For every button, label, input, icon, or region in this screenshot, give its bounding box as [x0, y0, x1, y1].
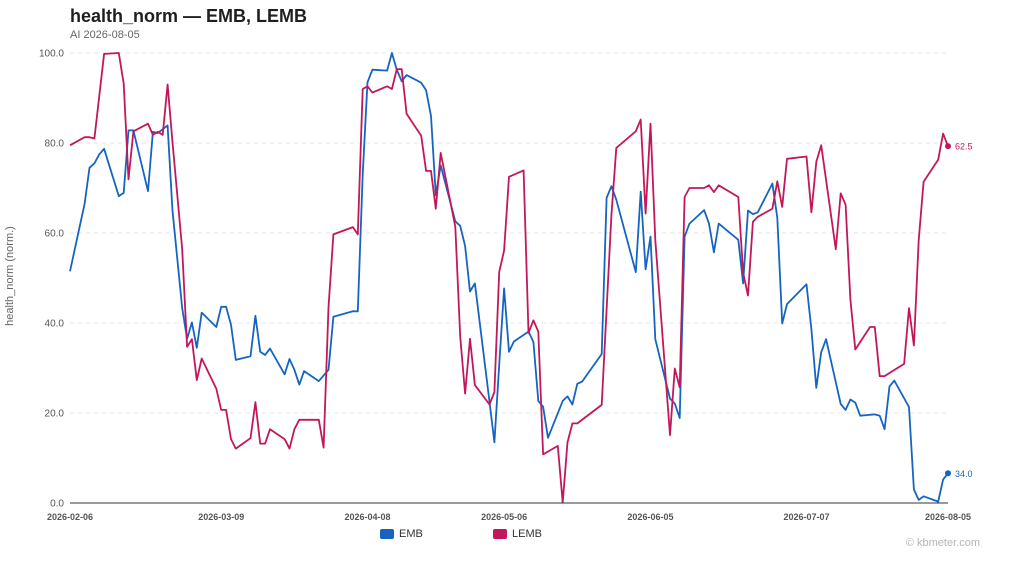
x-axis-ticks: 2026-02-06 2026-03-09 2026-04-08 2026-05-06… — [47, 512, 971, 522]
watermark: © kbmeter.com — [905, 537, 980, 549]
y-tick-label: 80.0 — [45, 139, 65, 150]
y-tick-label: 0.0 — [50, 499, 64, 510]
grid-lines — [70, 52, 948, 414]
x-tick-label: 2026-03-09 — [198, 512, 244, 522]
x-tick-label: 2026-04-08 — [345, 512, 391, 522]
y-tick-label: 40.0 — [45, 319, 65, 330]
legend-item-emb[interactable]: EMB — [380, 528, 423, 540]
series-line-emb — [69, 52, 949, 503]
legend-swatch-emb — [380, 529, 394, 539]
x-tick-label: 2026-07-07 — [784, 512, 830, 522]
y-tick-label: 60.0 — [45, 229, 65, 240]
y-axis-ticks: 0.0 20.0 40.0 60.0 80.0 100.0 — [39, 49, 64, 510]
series-end-label-emb: 34.0 — [955, 469, 973, 479]
legend-label-emb: EMB — [399, 528, 423, 540]
series-end-label-lemb: 62.5 — [955, 142, 973, 152]
x-tick-label: 2026-08-05 — [925, 512, 971, 522]
legend: EMB LEMB — [0, 528, 1024, 544]
chart-title: health_norm — EMB, LEMB — [70, 6, 308, 26]
y-tick-label: 100.0 — [39, 49, 64, 60]
series-end-point-emb — [945, 470, 951, 477]
x-tick-label: 2026-06-05 — [627, 512, 673, 522]
legend-item-lemb[interactable]: LEMB — [493, 528, 542, 540]
series-line-lemb — [69, 52, 949, 504]
chart-subtitle: AI 2026-08-05 — [70, 29, 140, 41]
series-end-markers: 34.0 62.5 — [945, 142, 973, 479]
series-end-point-lemb — [945, 143, 951, 150]
legend-label-lemb: LEMB — [512, 528, 542, 540]
x-tick-label: 2026-05-06 — [481, 512, 527, 522]
x-tick-label: 2026-02-06 — [47, 512, 93, 522]
series-lines — [69, 52, 949, 504]
y-tick-label: 20.0 — [45, 409, 65, 420]
legend-swatch-lemb — [493, 529, 507, 539]
